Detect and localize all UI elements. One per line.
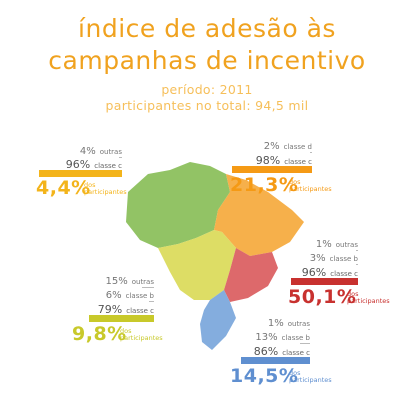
total-label-line: dos [84, 181, 96, 189]
map-region-norte [126, 162, 230, 248]
row-value: 96% [65, 158, 91, 171]
bar-sul-2 [241, 357, 310, 364]
bar-norte-1 [39, 170, 122, 177]
row-value: 1% [267, 318, 284, 329]
total-centro-oeste: 9,8% [72, 323, 127, 345]
bar-sudeste-2 [291, 278, 358, 285]
map-region-sudeste [224, 248, 278, 302]
row-label-norte-0: 4% outras [80, 146, 122, 158]
row-category: classe c [94, 162, 122, 170]
map-region-nordeste [214, 174, 304, 256]
row-value: 96% [301, 266, 327, 279]
row-category: classe c [330, 270, 358, 278]
row-category: classe c [126, 307, 154, 315]
title-line-1: índice de adesão às [78, 14, 336, 43]
bar-sudeste-0 [356, 250, 358, 251]
row-value: 1% [315, 239, 332, 250]
bar-nordeste-1 [232, 166, 312, 173]
total-label-line: participantes [120, 334, 163, 342]
row-value: 6% [105, 290, 122, 301]
row-category: outras [287, 320, 310, 328]
total-label-line: dos [289, 369, 301, 377]
brazil-map [126, 162, 304, 350]
total-sul: 14,5% [230, 365, 299, 387]
row-label-sudeste-0: 1% outras [316, 239, 358, 251]
map-region-sul [200, 290, 236, 350]
row-label-norte-1: 96% classe c [66, 159, 122, 172]
bar-norte-0 [119, 157, 122, 158]
total-label-line: participantes [289, 376, 332, 384]
total-label-line: participantes [289, 185, 332, 193]
row-category: classe d [283, 143, 312, 151]
bar-nordeste-0 [310, 152, 312, 153]
row-label-centro-oeste-0: 15% outras [105, 276, 154, 288]
row-label-centro-oeste-1: 6% classe b [106, 290, 154, 302]
row-category: classe b [281, 334, 310, 342]
row-category: classe c [282, 349, 310, 357]
row-label-nordeste-1: 98% classe c [256, 155, 312, 168]
row-label-sudeste-2: 96% classe c [302, 267, 358, 280]
row-value: 3% [309, 253, 326, 264]
total-label-line: participantes [84, 188, 127, 196]
total-label-sul: dos participantes [289, 370, 332, 384]
row-label-nordeste-0: 2% classe d [264, 141, 312, 153]
row-category: classe b [125, 292, 154, 300]
total-nordeste: 21,3% [230, 174, 299, 196]
row-value: 79% [97, 303, 123, 316]
row-label-sul-2: 86% classe c [254, 346, 310, 359]
row-category: outras [335, 241, 358, 249]
row-value: 86% [253, 345, 279, 358]
map-region-centro-oeste [158, 230, 236, 300]
row-value: 13% [255, 332, 278, 343]
total-sudeste: 50,1% [288, 286, 357, 308]
row-category: outras [131, 278, 154, 286]
bar-centro-oeste-2 [89, 315, 154, 322]
bar-sul-0 [308, 329, 310, 330]
total-label-centro-oeste: dos participantes [120, 328, 163, 342]
row-label-sul-1: 13% classe b [255, 332, 310, 344]
bar-centro-oeste-1 [149, 301, 154, 302]
total-label-line: dos [120, 327, 132, 335]
row-label-sul-0: 1% outras [268, 318, 310, 330]
row-label-sudeste-1: 3% classe b [310, 253, 358, 265]
row-value: 2% [263, 141, 280, 152]
total-label-line: participantes [347, 297, 390, 305]
total-label-nordeste: dos participantes [289, 179, 332, 193]
row-category: outras [99, 148, 122, 156]
row-value: 15% [105, 276, 128, 287]
title-line-2: campanhas de incentivo [48, 46, 366, 75]
row-value: 4% [79, 146, 96, 157]
bar-sudeste-1 [356, 264, 358, 265]
row-value: 98% [255, 154, 281, 167]
bar-centro-oeste-0 [142, 287, 154, 288]
total-label-sudeste: dos participantes [347, 291, 390, 305]
row-category: classe b [329, 255, 358, 263]
row-category: classe c [284, 158, 312, 166]
bar-sul-1 [300, 343, 310, 344]
row-label-centro-oeste-2: 79% classe c [98, 304, 154, 317]
total-label-line: dos [289, 178, 301, 186]
total-norte: 4,4% [36, 177, 91, 199]
total-participants-text: participantes no total: 94,5 mil [105, 98, 309, 113]
total-label-line: dos [347, 290, 359, 298]
period-text: período: 2011 [161, 82, 253, 97]
total-label-norte: dos participantes [84, 182, 127, 196]
